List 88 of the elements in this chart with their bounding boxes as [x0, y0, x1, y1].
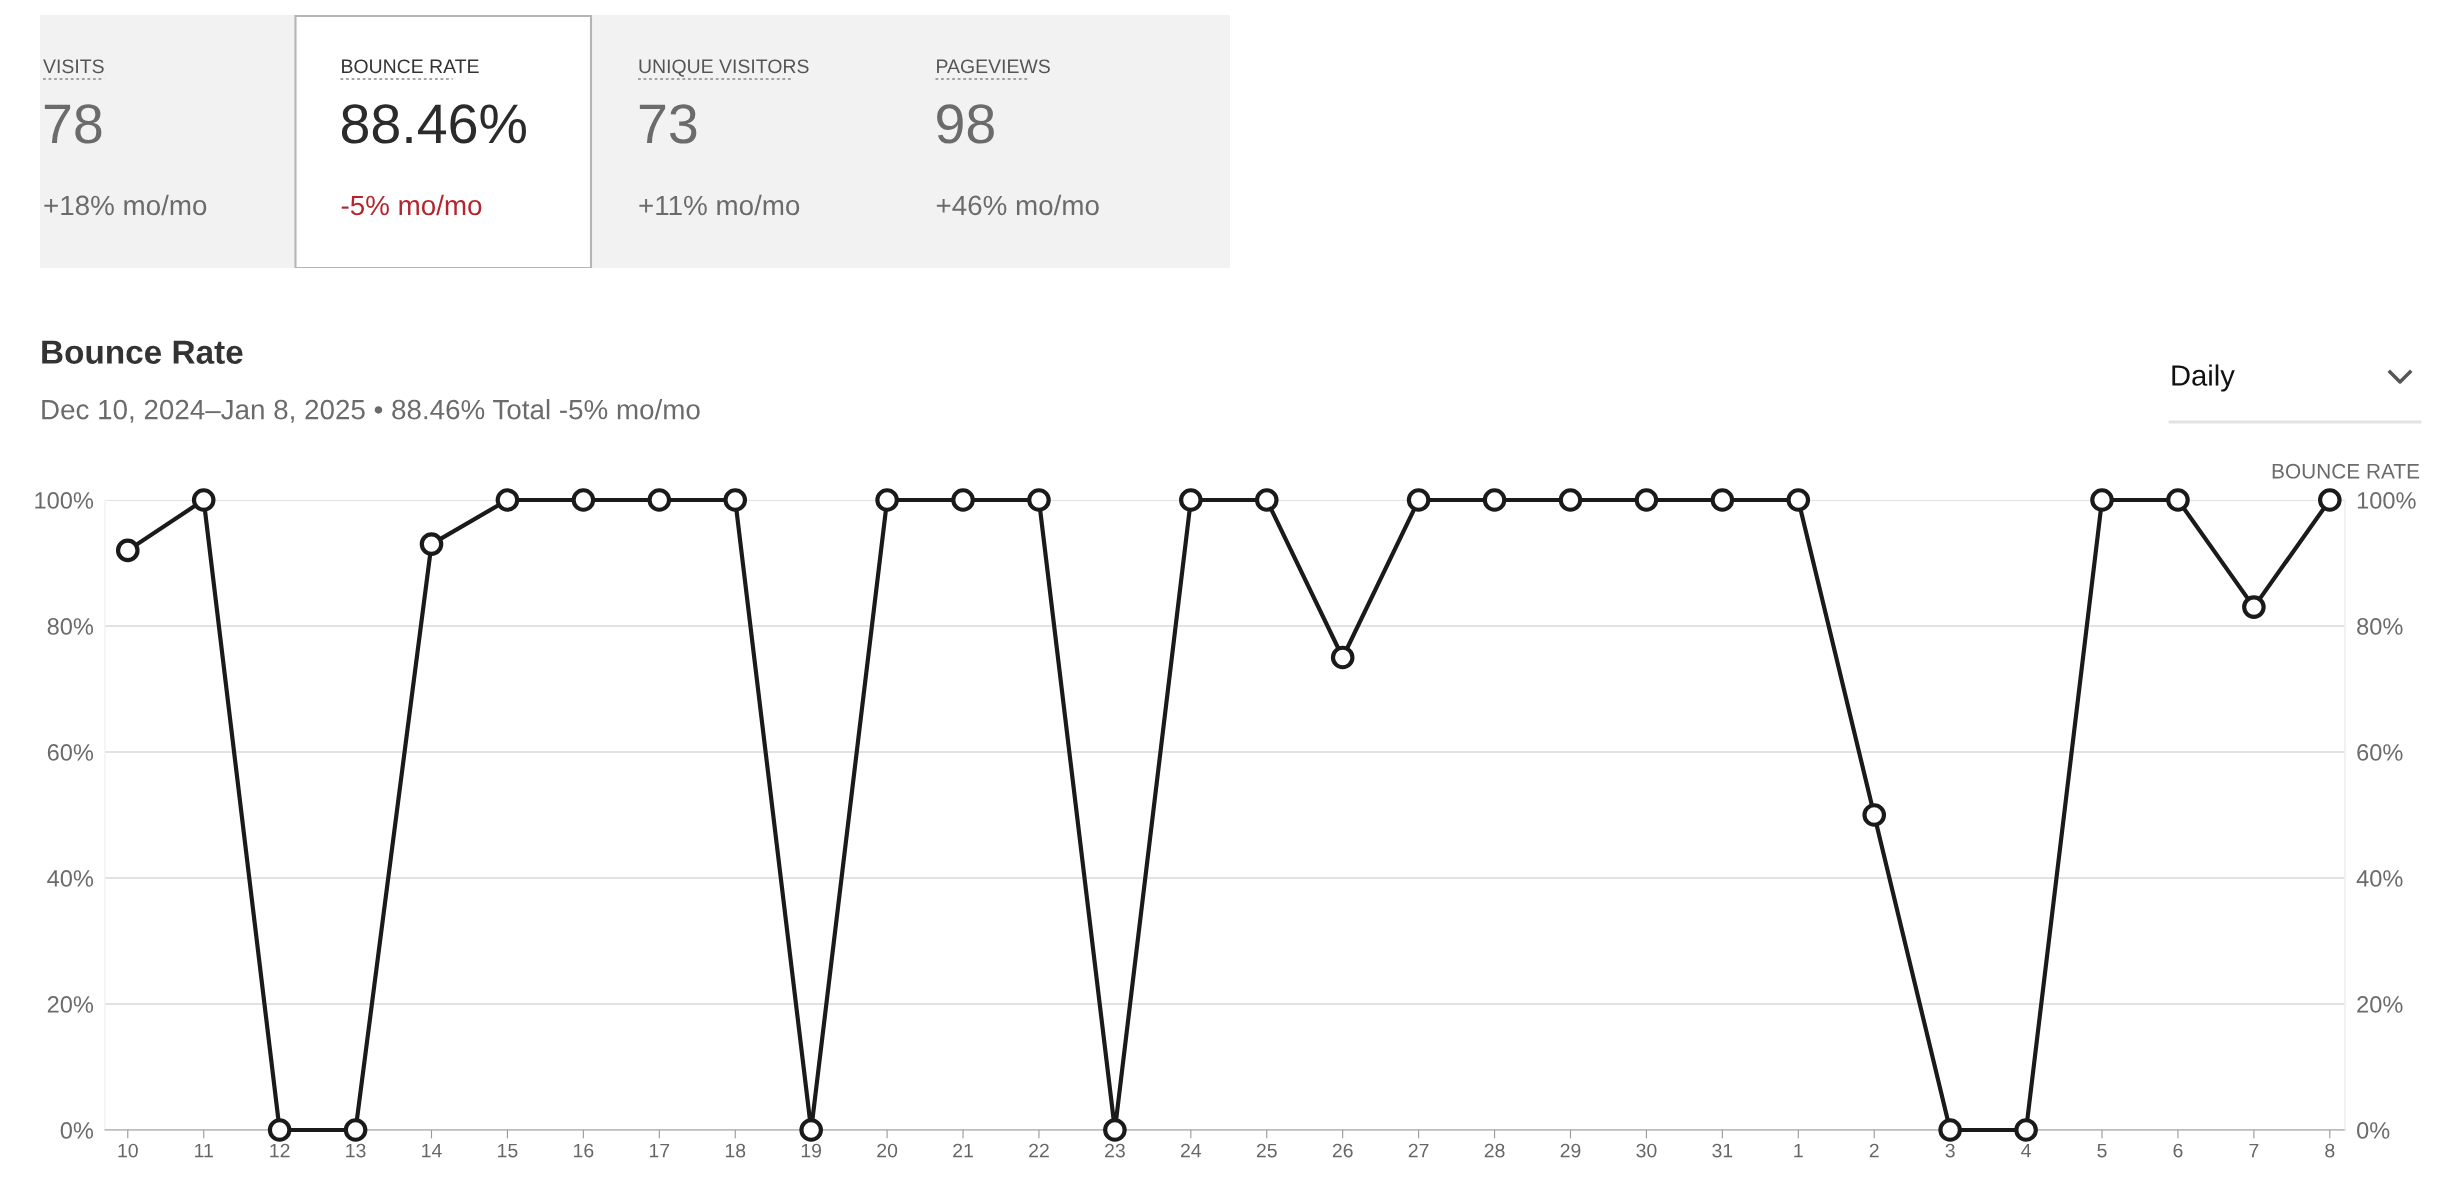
text: 78	[44, 104, 102, 144]
x-tick-label: 14	[422, 1143, 442, 1158]
text: VISITS	[43, 59, 104, 74]
x-tick-label: 21	[953, 1143, 973, 1158]
x-tick-label: 29	[1560, 1143, 1581, 1158]
point	[2242, 595, 2266, 619]
text: Daily	[2172, 364, 2235, 392]
text: -5% mo/mo	[341, 194, 482, 216]
x-tick-label: 6	[2173, 1143, 2183, 1158]
point	[2090, 488, 2114, 512]
point	[1938, 1118, 1962, 1142]
point	[1482, 488, 1507, 512]
x-tick-label: 22	[1029, 1143, 1049, 1158]
x-tick-label: 7	[2249, 1143, 2259, 1158]
y2-axis-title: BOUNCE RATE	[2272, 463, 2420, 479]
x-tick-label: 30	[1636, 1143, 1657, 1158]
x-tick-label: 12	[270, 1143, 290, 1158]
text: 88.46%	[341, 104, 526, 144]
x-tick-label: 31	[1712, 1143, 1733, 1158]
chart-title: Bounce Rate	[42, 340, 243, 364]
point	[1558, 488, 1583, 512]
x-tick-label: 20	[877, 1143, 898, 1158]
x-tick-label: 11	[195, 1143, 213, 1158]
y-tick-label: 20%	[47, 996, 94, 1013]
point	[1103, 1118, 1127, 1142]
x-tick-label: 15	[498, 1143, 518, 1158]
y-tick-label: 60%	[47, 744, 94, 761]
x-tick-label: 4	[2021, 1143, 2031, 1158]
y2-tick-label: 40%	[2356, 870, 2403, 887]
x-tick-label: 19	[801, 1143, 822, 1158]
point	[191, 488, 216, 512]
x-tick-label: 25	[1256, 1143, 1277, 1158]
x-tick-label: 24	[1181, 1143, 1202, 1158]
x-tick-label: 18	[725, 1143, 746, 1158]
x-tick-label: 23	[1105, 1143, 1125, 1158]
y2-tick-label: 20%	[2357, 996, 2403, 1013]
x-tick-label: 26	[1332, 1143, 1353, 1158]
point	[647, 488, 672, 512]
point	[1786, 488, 1811, 512]
x-tick-label: 10	[118, 1143, 138, 1158]
point	[267, 1118, 292, 1142]
x-tick-label: 16	[574, 1143, 594, 1158]
point	[115, 538, 140, 563]
x-tick-label: 17	[649, 1143, 670, 1158]
x-tick-label: 3	[1945, 1143, 1955, 1158]
point	[1254, 488, 1279, 512]
y-tick-label: 40%	[47, 870, 94, 887]
point	[419, 532, 444, 556]
point	[1634, 488, 1659, 512]
x-tick-label: 2	[1869, 1143, 1879, 1158]
point	[343, 1118, 368, 1142]
x-tick-label: 28	[1484, 1143, 1505, 1158]
text: BOUNCE RATE	[342, 59, 479, 74]
point	[1027, 488, 1051, 512]
x-tick-label: 13	[346, 1143, 366, 1158]
point	[2166, 488, 2190, 512]
point	[1710, 488, 1735, 512]
point	[1406, 488, 1431, 512]
x-tick-label: 8	[2325, 1143, 2335, 1158]
point	[1179, 488, 1203, 512]
text: +46% mo/mo	[936, 194, 1099, 216]
y-tick-label: 0%	[60, 1122, 94, 1139]
text: +11% mo/mo	[639, 194, 800, 216]
x-tick-label: 5	[2097, 1143, 2107, 1158]
point	[799, 1118, 823, 1142]
point	[951, 488, 975, 512]
text: 73	[639, 104, 697, 144]
text: 98	[937, 104, 994, 144]
y2-tick-label: 60%	[2357, 744, 2403, 761]
point	[1330, 645, 1355, 670]
point	[2318, 488, 2342, 512]
point	[1862, 803, 1887, 827]
x-tick-label: 27	[1408, 1143, 1429, 1158]
y-tick-label: 80%	[47, 618, 94, 635]
y2-tick-label: 80%	[2357, 618, 2403, 635]
y2-tick-label: 100%	[2357, 492, 2416, 509]
x-tick-label: 1	[1794, 1143, 1803, 1158]
point	[495, 488, 520, 512]
text: +18% mo/mo	[44, 194, 207, 216]
point	[571, 488, 596, 512]
y2-tick-label: 0%	[2357, 1122, 2390, 1139]
point	[875, 488, 899, 512]
text: PAGEVIEWS	[937, 59, 1050, 74]
point	[723, 488, 748, 512]
y-tick-label: 100%	[35, 492, 94, 509]
point	[2014, 1118, 2038, 1142]
chart-subtitle: Dec 10, 2024–Jan 8, 2025 • 88.46% Total -5% mo/mo	[42, 399, 700, 423]
text: UNIQUE VISITORS	[639, 59, 809, 77]
